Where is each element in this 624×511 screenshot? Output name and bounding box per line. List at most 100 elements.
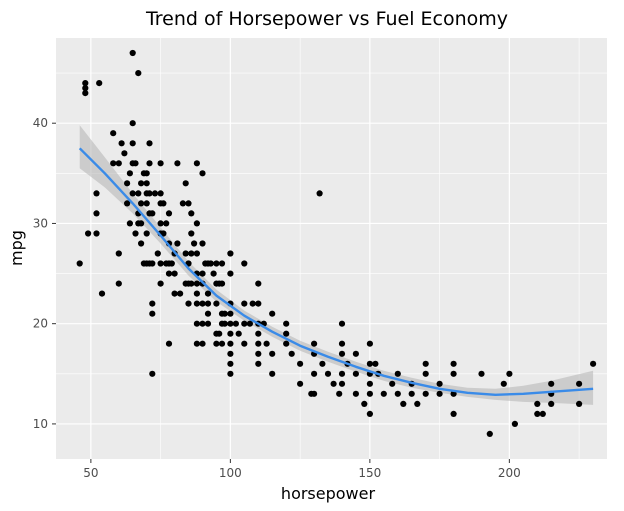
data-point (191, 240, 198, 247)
data-point (352, 370, 359, 377)
data-point (110, 130, 117, 137)
data-point (124, 200, 131, 207)
data-point (115, 280, 122, 287)
data-point (143, 230, 150, 237)
data-point (366, 410, 373, 417)
data-point (450, 390, 457, 397)
data-point (135, 70, 142, 77)
data-point (330, 380, 337, 387)
data-point (227, 370, 234, 377)
data-point (380, 390, 387, 397)
data-point (422, 390, 429, 397)
data-point (394, 370, 401, 377)
data-point (82, 85, 89, 92)
data-point (82, 90, 89, 97)
data-point (590, 360, 597, 367)
confidence-band-layer (79, 125, 594, 405)
data-point (129, 190, 136, 197)
data-point (129, 49, 136, 57)
data-point (366, 360, 373, 367)
data-point (227, 340, 234, 347)
tick-layer: 50 100 150 200 10 20 30 40 (33, 116, 521, 480)
data-point (129, 120, 136, 127)
data-point (255, 360, 262, 367)
y-tick-label: 30 (33, 216, 48, 230)
data-point (82, 80, 89, 87)
data-point (204, 310, 212, 317)
data-point (246, 320, 253, 327)
data-point (400, 400, 407, 407)
data-point (366, 340, 373, 347)
data-point (115, 160, 122, 167)
data-point (193, 280, 200, 287)
data-point (76, 260, 83, 267)
data-point (174, 240, 181, 247)
data-point (185, 200, 192, 207)
data-point (486, 430, 493, 437)
data-point (255, 280, 262, 287)
data-point (283, 340, 290, 347)
data-point (160, 230, 167, 237)
smooth-line-layer (78, 147, 594, 396)
data-point (157, 190, 164, 197)
data-point (160, 200, 167, 207)
data-point (154, 250, 161, 257)
data-point (255, 340, 262, 347)
data-point (311, 390, 318, 397)
data-point (193, 220, 200, 227)
data-point (352, 390, 359, 397)
data-point (511, 420, 518, 427)
data-point (85, 230, 92, 237)
data-point (336, 390, 343, 397)
data-point (216, 330, 223, 337)
data-point (213, 340, 220, 347)
data-point (171, 270, 178, 277)
points-layer (76, 49, 597, 437)
data-point (193, 320, 200, 327)
data-point (255, 330, 262, 337)
data-point (450, 410, 457, 417)
data-point (534, 400, 541, 407)
data-point (193, 160, 200, 167)
data-point (199, 170, 206, 177)
data-point (188, 230, 195, 237)
data-point (500, 380, 507, 387)
data-point (143, 180, 150, 187)
data-point (389, 380, 396, 387)
data-point (227, 350, 234, 357)
data-point (126, 170, 133, 177)
data-point (576, 380, 583, 387)
data-point (188, 280, 195, 287)
data-point (177, 290, 184, 297)
smooth-trend-line (78, 147, 594, 396)
data-point (338, 350, 346, 357)
data-point (188, 210, 195, 217)
data-point (157, 160, 164, 167)
data-point (414, 400, 421, 407)
data-point (232, 320, 239, 327)
data-point (241, 320, 248, 327)
data-point (151, 190, 159, 197)
data-point (241, 300, 248, 307)
data-point (135, 190, 142, 197)
y-axis-label: mpg (7, 230, 26, 266)
data-point (319, 360, 326, 367)
data-point (146, 190, 153, 197)
data-point (93, 230, 100, 237)
data-point (283, 320, 290, 327)
data-point (149, 370, 156, 377)
data-point (338, 320, 346, 327)
data-point (227, 330, 234, 337)
data-point (227, 320, 234, 327)
data-point (534, 410, 541, 417)
data-point (199, 300, 206, 307)
data-point (179, 200, 186, 207)
data-point (338, 380, 346, 387)
data-point (185, 300, 192, 307)
data-point (193, 290, 200, 297)
data-point (241, 340, 248, 347)
data-point (188, 250, 195, 257)
data-point (174, 160, 181, 167)
data-point (199, 270, 206, 277)
